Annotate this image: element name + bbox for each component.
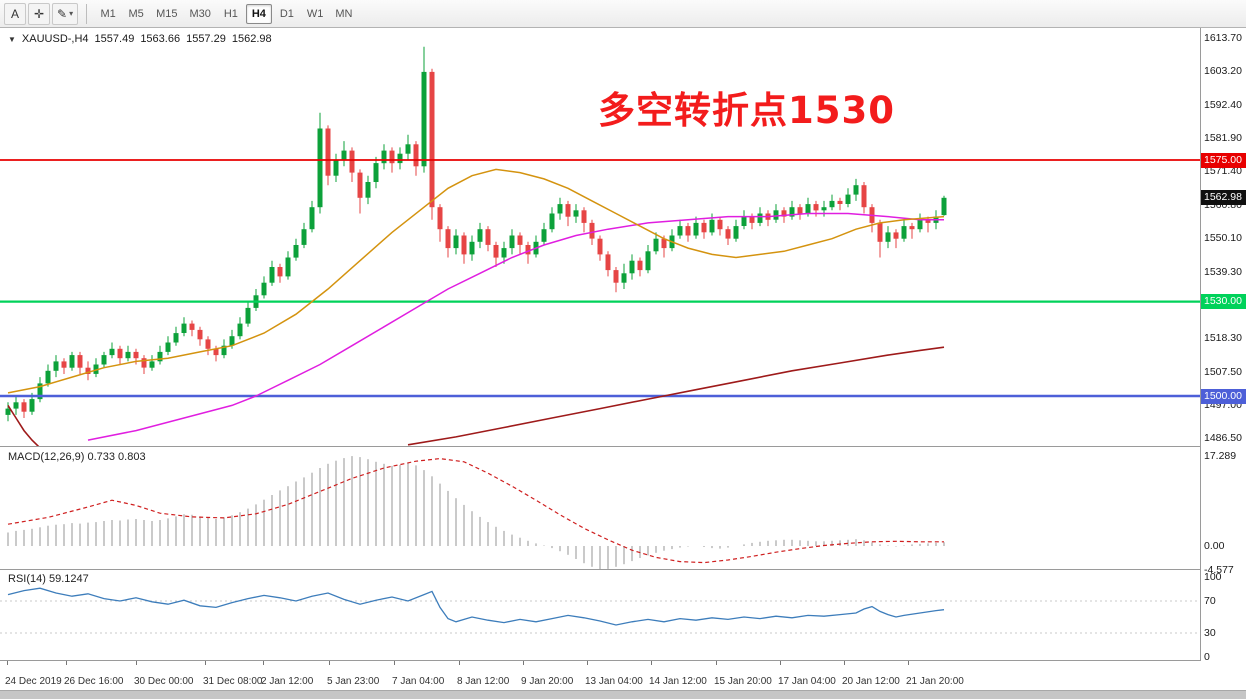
rsi-indicator-canvas[interactable]: [0, 570, 1200, 660]
cursor-tool-button[interactable]: A: [4, 2, 26, 25]
time-axis[interactable]: 24 Dec 2019 26 Dec 16:00 30 Dec 00:00 31 De…: [0, 661, 1246, 690]
macd-signal-line: [7, 457, 944, 564]
price-axis-label: 1550.10: [1204, 232, 1242, 244]
price-axis-label: 1592.40: [1204, 99, 1242, 111]
price-axis-label: 1571.40: [1204, 165, 1242, 177]
dropdown-caret-icon: ▾: [69, 9, 74, 18]
timeframe-m15-button[interactable]: M15: [156, 7, 178, 20]
horizontal-scrollbar[interactable]: [0, 690, 1246, 699]
time-axis-tick: [651, 661, 652, 665]
macd-indicator-label: MACD(12,26,9) 0.733 0.803: [8, 451, 146, 463]
price-axis-label: 1507.50: [1204, 366, 1242, 378]
crosshair-tool-button[interactable]: ✛: [28, 2, 50, 25]
slow-ma-line: [7, 404, 40, 446]
time-axis-tick: [205, 661, 206, 665]
toolbar: A ✛ ✎ ▾ M1 M5 M15 M30 H1 H4 D1 W1 MN: [0, 0, 1246, 28]
time-axis-tick: [844, 661, 845, 665]
timeframe-d1-button[interactable]: D1: [279, 7, 294, 20]
timeframe-h4-button[interactable]: H4: [245, 3, 272, 24]
timeframe-w1-button[interactable]: W1: [306, 7, 324, 20]
time-axis-label: 20 Jan 12:00: [842, 676, 900, 687]
time-axis-label: 9 Jan 20:00: [521, 676, 574, 687]
timeframe-mn-button[interactable]: MN: [335, 7, 353, 20]
price-axis[interactable]: 1613.70 1603.20 1592.40 1581.90 1571.40 1560.…: [1201, 28, 1246, 690]
rsi-line: [7, 587, 945, 626]
time-axis-tick: [66, 661, 67, 665]
time-axis-label: 26 Dec 16:00: [64, 676, 124, 687]
price-axis-label: 1518.30: [1204, 332, 1242, 344]
time-axis-tick: [908, 661, 909, 665]
main-chart-canvas[interactable]: [0, 28, 1200, 446]
macd-axis-label: 17.289: [1204, 450, 1237, 462]
timeframe-m30-button[interactable]: M30: [189, 7, 211, 20]
time-axis-tick: [263, 661, 264, 665]
time-axis-label: 21 Jan 20:00: [906, 676, 964, 687]
time-axis-label: 8 Jan 12:00: [457, 676, 510, 687]
timeframe-h1-button[interactable]: H1: [223, 7, 238, 20]
panel-splitter-rsi[interactable]: [0, 569, 1246, 570]
ohlc-high: 1563.66: [140, 33, 181, 45]
price-axis-label: 1581.90: [1204, 132, 1242, 144]
rsi-axis-label: 30: [1204, 627, 1216, 639]
time-axis-tick: [7, 661, 8, 665]
time-axis-label: 5 Jan 23:00: [327, 676, 380, 687]
time-axis-tick: [459, 661, 460, 665]
price-axis-label: 1613.70: [1204, 32, 1242, 44]
time-axis-label: 2 Jan 12:00: [261, 676, 314, 687]
time-axis-tick: [394, 661, 395, 665]
ohlc-close: 1562.98: [231, 33, 272, 45]
price-axis-label: 1486.50: [1204, 432, 1242, 444]
time-axis-divider: [0, 660, 1246, 661]
current-price-label: 1562.98: [1201, 190, 1246, 205]
price-axis-label: 1539.30: [1204, 266, 1242, 278]
panel-splitter-macd[interactable]: [0, 446, 1246, 447]
rsi-axis-label: 0: [1204, 651, 1210, 663]
time-axis-tick: [329, 661, 330, 665]
time-axis-tick: [716, 661, 717, 665]
ohlc-low: 1557.29: [186, 33, 226, 45]
price-axis-label: 1603.20: [1204, 65, 1242, 77]
slow-ma-line: [407, 346, 945, 446]
macd-indicator-canvas[interactable]: [0, 447, 1200, 569]
price-line-label: 1500.00: [1201, 389, 1246, 404]
time-axis-label: 31 Dec 08:00: [203, 676, 263, 687]
price-axis-separator: [1200, 28, 1201, 690]
rsi-axis-label: 70: [1204, 595, 1216, 607]
time-axis-tick: [523, 661, 524, 665]
ohlc-open: 1557.49: [94, 33, 135, 45]
timeframe-m1-button[interactable]: M1: [100, 7, 116, 20]
timeframe-m5-button[interactable]: M5: [128, 7, 144, 20]
time-axis-label: 24 Dec 2019: [5, 676, 62, 687]
time-axis-tick: [587, 661, 588, 665]
time-axis-tick: [136, 661, 137, 665]
symbol-timeframe-label: XAUUSD-,H4: [21, 33, 89, 45]
macd-axis-label: -4.577: [1204, 564, 1234, 576]
rsi-indicator-label: RSI(14) 59.1247: [8, 573, 89, 585]
time-axis-label: 30 Dec 00:00: [134, 676, 194, 687]
time-axis-label: 14 Jan 12:00: [649, 676, 707, 687]
price-line-label: 1575.00: [1201, 153, 1246, 168]
fast-ma-line: [7, 168, 945, 394]
candles-layer: [5, 46, 947, 422]
chart-annotation-text: 多空转折点1530: [598, 89, 895, 132]
time-axis-label: 15 Jan 20:00: [714, 676, 772, 687]
rsi-axis-label: 100: [1204, 571, 1222, 583]
time-axis-label: 7 Jan 04:00: [392, 676, 445, 687]
toolbar-separator: [86, 3, 88, 24]
price-line-label: 1530.00: [1201, 294, 1246, 309]
time-axis-label: 13 Jan 04:00: [585, 676, 643, 687]
time-axis-tick: [780, 661, 781, 665]
mid-ma-line: [87, 212, 944, 441]
symbol-ohlc-info: ▼ XAUUSD-,H4 1557.49 1563.66 1557.29 156…: [8, 33, 272, 45]
macd-axis-label: 0.00: [1204, 540, 1225, 552]
symbol-dropdown-icon[interactable]: ▼: [8, 34, 16, 44]
time-axis-label: 17 Jan 04:00: [778, 676, 836, 687]
drawing-tool-button[interactable]: ✎ ▾: [52, 2, 79, 25]
